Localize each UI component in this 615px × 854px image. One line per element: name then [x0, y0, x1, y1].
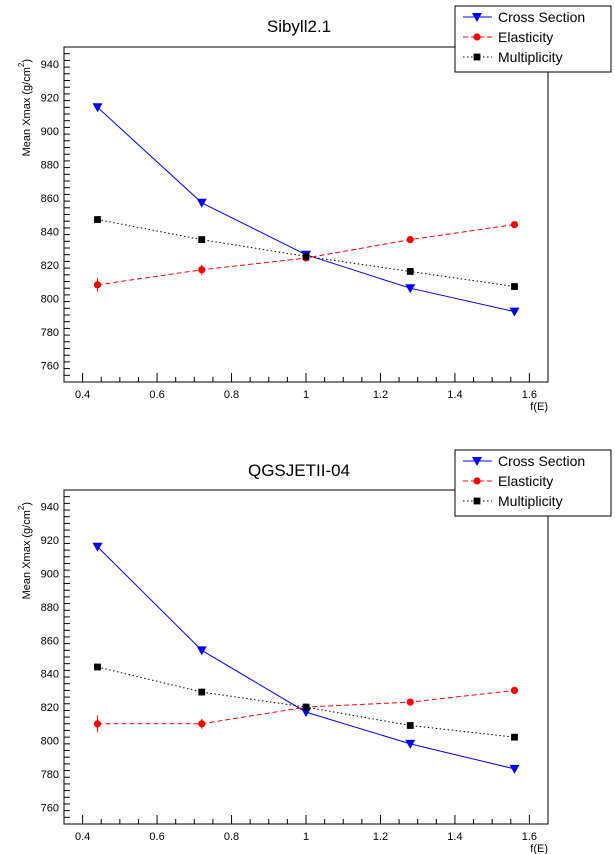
- data-point-multiplicity: [198, 688, 206, 696]
- y-axis-label-close: ): [21, 502, 33, 506]
- data-point-elasticity: [198, 266, 206, 274]
- y-tick-label: 780: [41, 327, 59, 339]
- data-point-multiplicity: [94, 663, 101, 671]
- data-point-multiplicity: [406, 722, 414, 729]
- legend-label: Elasticity: [498, 29, 553, 45]
- legend-label: Cross Section: [498, 453, 585, 469]
- data-point-elasticity: [406, 698, 414, 706]
- x-tick-label: 0.8: [224, 831, 239, 843]
- legend-label: Elasticity: [498, 473, 553, 489]
- data-point-elasticity: [93, 281, 102, 289]
- data-point-elasticity: [406, 236, 414, 244]
- y-tick-label: 900: [41, 569, 59, 581]
- y-tick-label: 940: [41, 59, 59, 71]
- y-tick-label: 940: [41, 502, 59, 514]
- data-point-multiplicity: [511, 733, 518, 741]
- y-tick-label: 920: [41, 92, 59, 104]
- x-axis-label: f(E): [530, 843, 548, 854]
- x-tick-label: 0.6: [149, 831, 164, 843]
- x-tick-label: 1.6: [522, 831, 537, 843]
- series-line-multiplicity: [97, 219, 515, 288]
- legend-marker: [472, 457, 482, 466]
- series-line-cross-section: [97, 546, 515, 770]
- y-tick-label: 920: [41, 535, 59, 547]
- series-line-cross-section: [97, 106, 515, 313]
- legend-marker: [473, 497, 481, 505]
- x-tick-label: 1.2: [373, 389, 388, 401]
- y-tick-label: 900: [41, 126, 59, 138]
- chart-title: QGSJETII-04: [248, 461, 350, 480]
- x-tick-label: 1: [303, 831, 309, 843]
- data-point-multiplicity: [94, 216, 101, 223]
- legend-label: Multiplicity: [498, 49, 563, 65]
- data-point-cross-section: [509, 307, 520, 317]
- x-tick-label: 1.2: [373, 831, 388, 843]
- data-point-multiplicity: [406, 268, 414, 275]
- y-tick-label: 840: [41, 226, 59, 238]
- data-point-cross-section: [405, 739, 416, 749]
- legend-label: Cross Section: [498, 9, 585, 25]
- y-tick-label: 800: [41, 293, 59, 305]
- y-axis-label-superscript: 2: [17, 505, 26, 510]
- y-axis-label: Mean Xmax (g/cm2): [17, 502, 33, 599]
- y-axis-label-main: Mean Xmax (g/cm: [21, 67, 33, 156]
- data-point-cross-section: [196, 198, 207, 208]
- data-point-multiplicity: [302, 703, 310, 711]
- y-tick-label: 800: [41, 736, 59, 748]
- chart-panel-qgsjet: 0.4 0.6 0.8 1 1.2 1.4 1.6 760 780 800 820 840 860 880…: [17, 449, 612, 854]
- y-tick-label: 860: [41, 193, 59, 205]
- y-tick-label: 880: [41, 602, 59, 614]
- legend-marker: [473, 477, 481, 485]
- y-axis-label-close: ): [21, 59, 33, 63]
- plot-frame: [63, 46, 549, 383]
- data-point-multiplicity: [511, 283, 518, 290]
- y-tick-label: 860: [41, 635, 59, 647]
- y-axis-label-superscript: 2: [17, 62, 26, 67]
- plot-frame: [63, 489, 549, 825]
- data-point-multiplicity: [198, 236, 206, 244]
- x-tick-label: 0.6: [149, 389, 164, 401]
- data-point-cross-section: [92, 103, 103, 113]
- data-point-cross-section: [405, 284, 416, 294]
- x-tick-label: 0.8: [224, 389, 239, 401]
- y-tick-label: 820: [41, 260, 59, 272]
- y-axis-label-main: Mean Xmax (g/cm: [21, 510, 33, 599]
- chart-panel-sibyll: 0.4 0.6 0.8 1 1.2 1.4 1.6 760 780 800 820 840 860 880…: [17, 5, 612, 413]
- x-tick-label: 1: [303, 389, 309, 401]
- y-tick-label: 780: [41, 769, 59, 781]
- legend-marker: [473, 33, 481, 41]
- y-tick-label: 880: [41, 159, 59, 171]
- y-tick-label: 760: [41, 360, 59, 372]
- x-tick-label: 1.4: [447, 389, 462, 401]
- x-tick-label: 1.6: [522, 389, 537, 401]
- legend-label: Multiplicity: [498, 493, 563, 509]
- x-tick-label: 0.4: [75, 389, 90, 401]
- x-axis-label: f(E): [530, 401, 548, 413]
- x-tick-label: 1.4: [447, 831, 462, 843]
- chart-title: Sibyll2.1: [267, 17, 331, 36]
- legend-marker: [473, 53, 481, 61]
- data-point-cross-section: [92, 542, 103, 552]
- y-tick-label: 820: [41, 702, 59, 714]
- y-tick-label: 760: [41, 802, 59, 814]
- data-point-elasticity: [510, 220, 519, 229]
- data-point-cross-section: [196, 646, 207, 656]
- data-point-multiplicity: [302, 252, 310, 260]
- data-point-elasticity: [93, 720, 102, 728]
- data-point-cross-section: [509, 764, 520, 774]
- series-line-multiplicity: [97, 666, 515, 738]
- y-axis-label: Mean Xmax (g/cm2): [17, 59, 33, 156]
- data-point-elasticity: [510, 686, 519, 695]
- x-tick-label: 0.4: [75, 831, 90, 843]
- legend-marker: [472, 13, 482, 22]
- y-tick-label: 840: [41, 669, 59, 681]
- data-point-elasticity: [198, 720, 206, 728]
